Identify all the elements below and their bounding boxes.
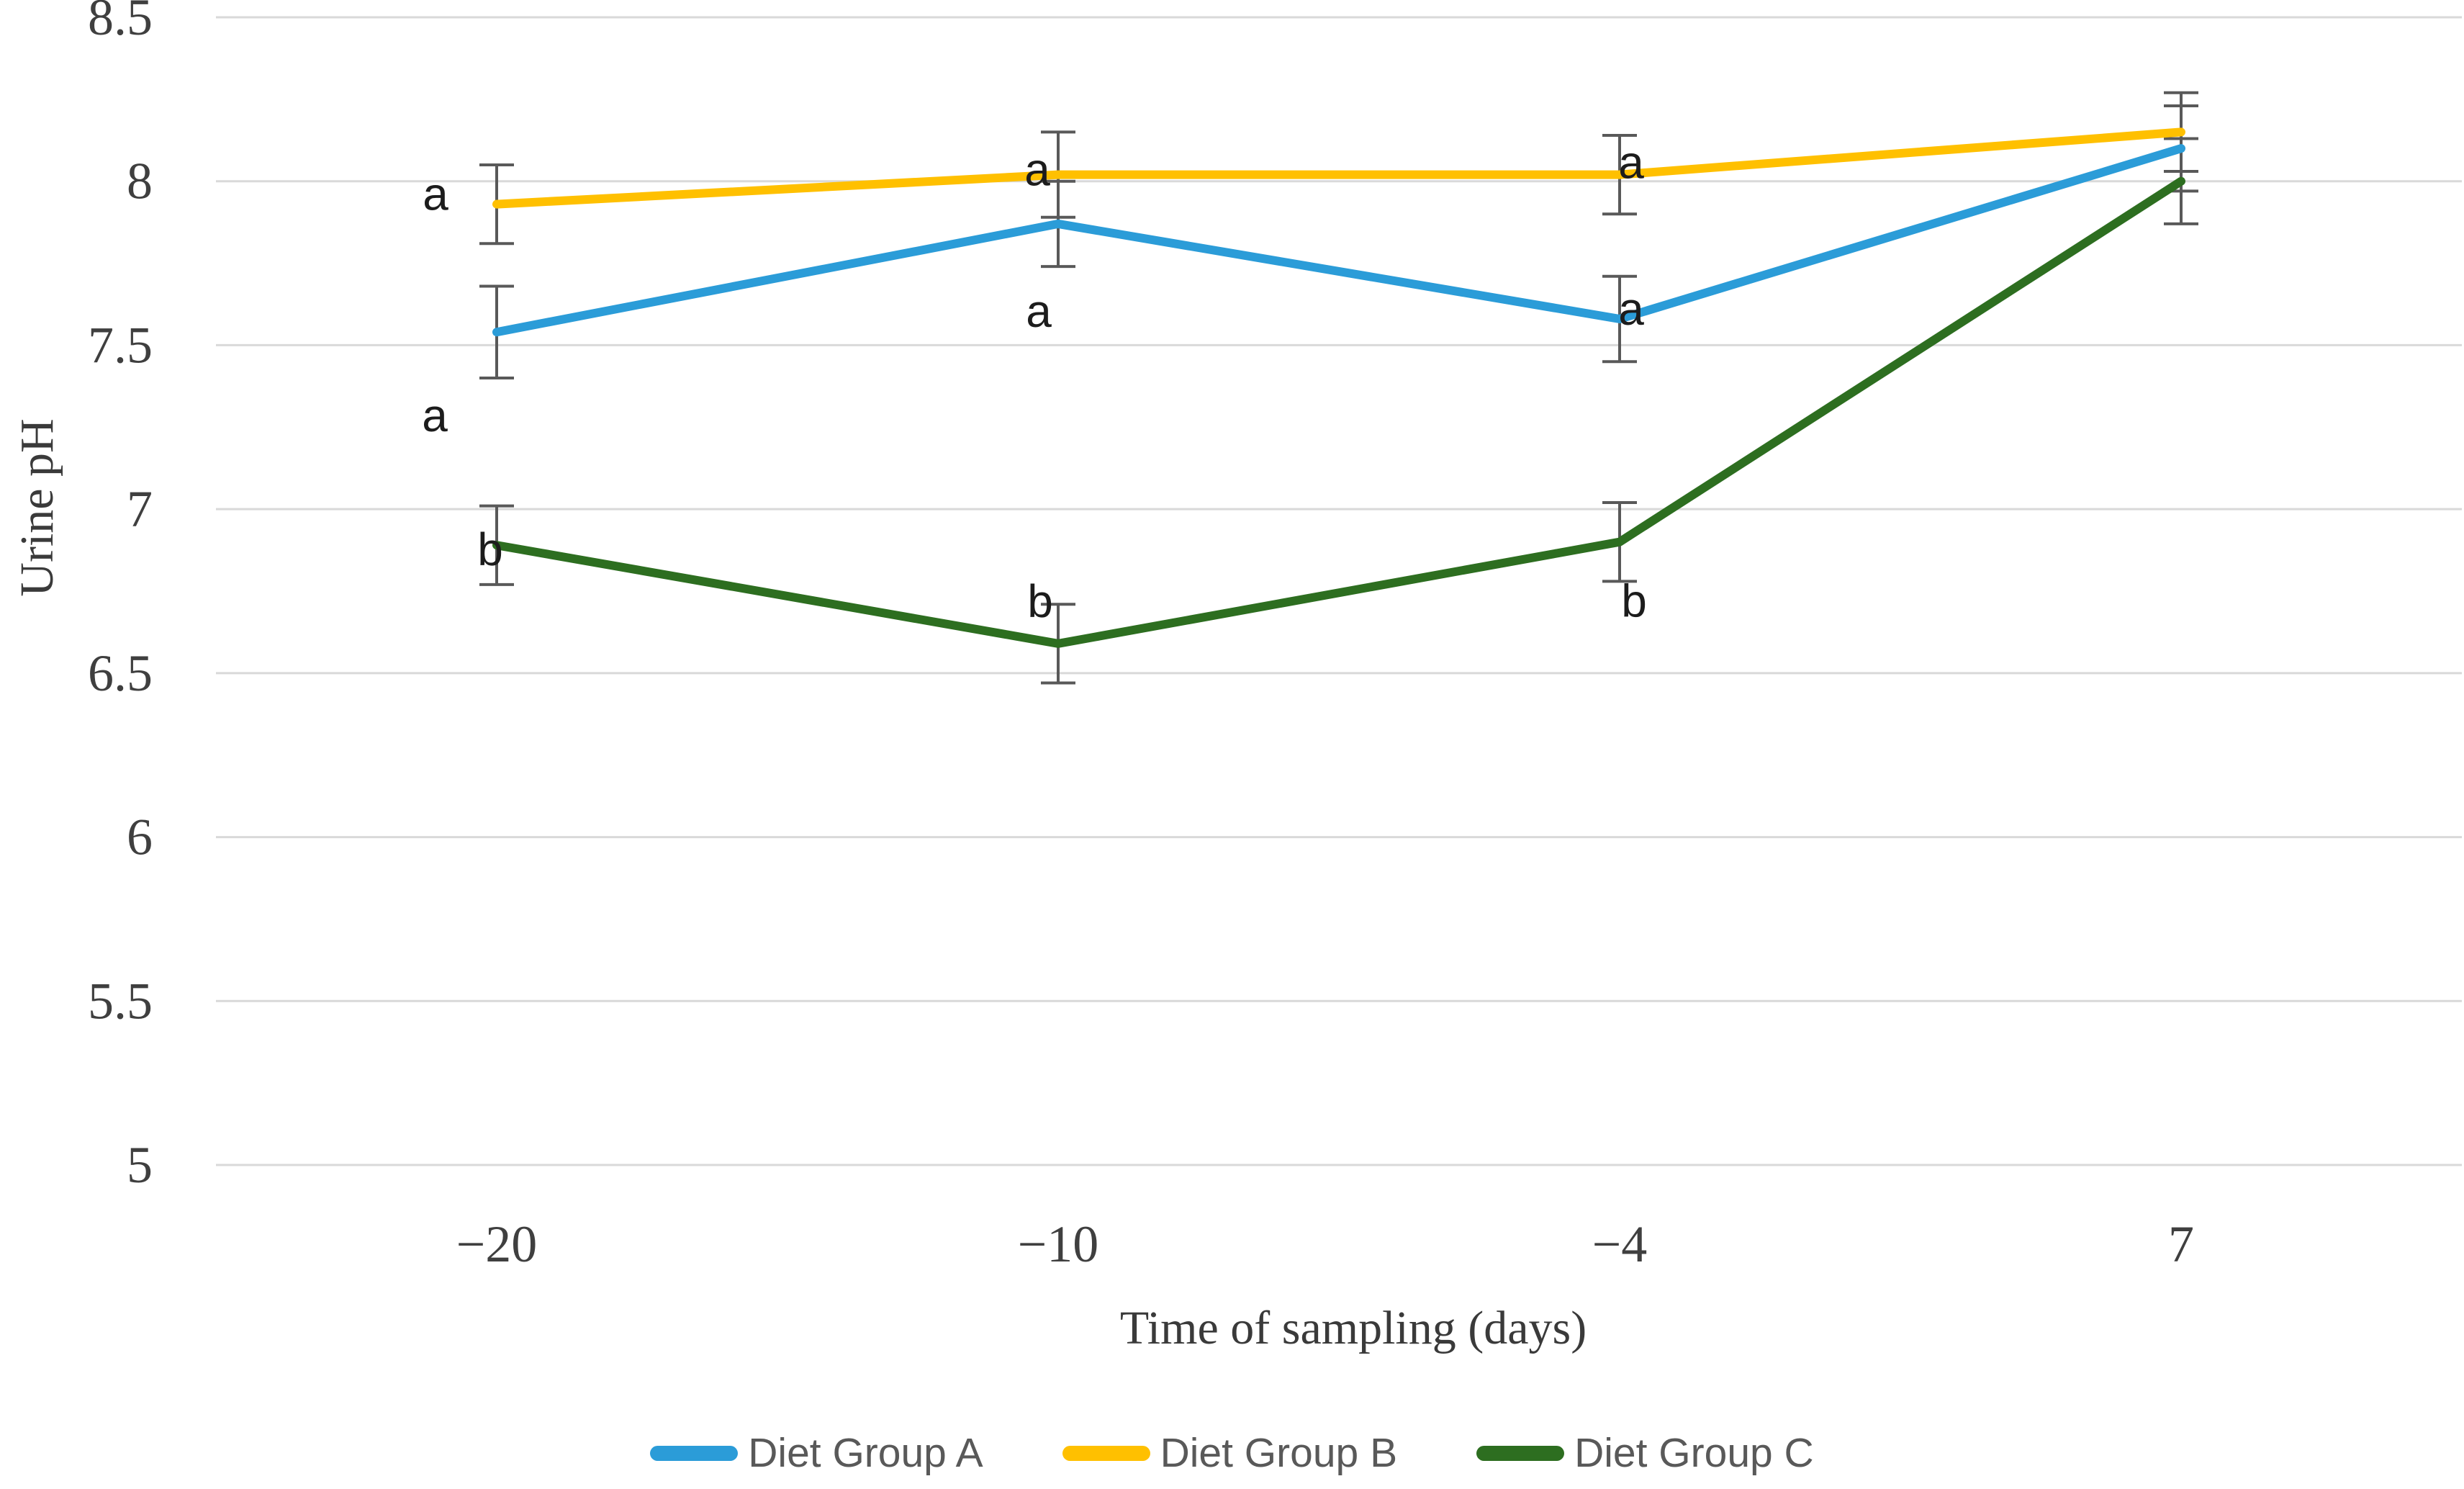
legend-item-diet-group-b: Diet Group B — [1062, 1429, 1397, 1477]
legend-swatch-diet-group-c — [1476, 1445, 1565, 1461]
significance-letter: b — [1027, 575, 1053, 627]
y-tick-label: 8.5 — [88, 0, 153, 46]
x-tick-label: 7 — [2168, 1215, 2194, 1273]
y-tick-label: 7 — [127, 480, 153, 538]
series-line-diet-group-c — [492, 176, 2185, 648]
legend-label-diet-group-b: Diet Group B — [1160, 1430, 1398, 1476]
series-line-diet-group-b — [492, 127, 2185, 209]
x-tick-label: −10 — [1018, 1215, 1099, 1273]
y-tick-label: 6.5 — [88, 644, 153, 702]
chart-legend: Diet Group A Diet Group B Diet Group C — [0, 1429, 2464, 1477]
y-tick-label: 5.5 — [88, 972, 153, 1030]
x-tick-label: −20 — [456, 1215, 538, 1273]
significance-letter: a — [422, 390, 448, 441]
y-tick-label: 8 — [127, 153, 153, 210]
significance-letter: b — [1621, 575, 1647, 627]
x-axis-title: Time of sampling (days) — [1119, 1302, 1587, 1354]
significance-letter: a — [1024, 144, 1050, 196]
y-tick-label: 6 — [127, 809, 153, 866]
legend-item-diet-group-c: Diet Group C — [1476, 1429, 1814, 1477]
y-tick-label: 5 — [127, 1136, 153, 1194]
y-tick-label: 7.5 — [88, 316, 153, 374]
legend-swatch-diet-group-a — [650, 1445, 739, 1461]
x-tick-label: −4 — [1592, 1215, 1648, 1273]
significance-letter: b — [477, 523, 503, 575]
significance-letter: a — [423, 168, 448, 220]
legend-label-diet-group-a: Diet Group A — [748, 1430, 983, 1476]
series-line-diet-group-a — [492, 144, 2185, 337]
significance-letter: a — [1618, 137, 1644, 189]
legend-swatch-diet-group-b — [1062, 1445, 1150, 1461]
significance-letter: a — [1618, 283, 1644, 335]
legend-label-diet-group-c: Diet Group C — [1574, 1430, 1814, 1476]
significance-letter: a — [1026, 285, 1052, 337]
y-axis-title: Urine pH — [11, 418, 63, 597]
legend-item-diet-group-a: Diet Group A — [650, 1429, 983, 1477]
